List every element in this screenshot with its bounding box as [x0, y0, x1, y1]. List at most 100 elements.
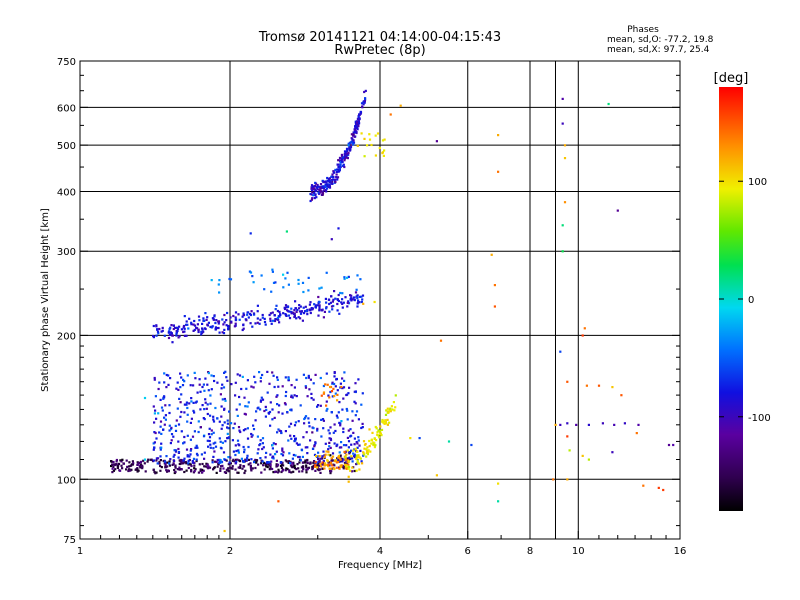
- echo-point: [271, 444, 274, 447]
- echo-point: [193, 319, 196, 323]
- echo-point: [289, 462, 292, 465]
- echo-point: [330, 295, 333, 298]
- echo-point: [168, 333, 171, 336]
- echo-point: [242, 460, 245, 463]
- echo-point: [269, 401, 272, 404]
- echo-point: [305, 431, 308, 434]
- echo-point: [328, 298, 331, 301]
- echo-point: [319, 471, 322, 474]
- echo-point: [232, 427, 235, 430]
- echo-point: [182, 378, 185, 381]
- echo-point: [350, 455, 353, 458]
- echo-point: [303, 417, 306, 421]
- echo-point: [327, 429, 330, 432]
- echo-point: [203, 457, 206, 460]
- echo-point: [165, 469, 168, 472]
- echo-point: [341, 292, 344, 295]
- echo-point: [196, 391, 199, 394]
- echo-point: [280, 466, 283, 470]
- echo-point: [358, 122, 361, 125]
- echo-point: [345, 450, 348, 453]
- echo-point: [212, 418, 215, 421]
- echo-point: [561, 250, 564, 253]
- echo-point: [112, 465, 115, 468]
- echo-point: [322, 185, 325, 188]
- echo-point: [254, 458, 257, 461]
- echo-point: [297, 467, 300, 470]
- echo-point: [192, 384, 195, 387]
- echo-point: [234, 462, 237, 465]
- echo-point: [225, 376, 228, 379]
- echo-point: [295, 317, 298, 320]
- echo-point: [363, 155, 366, 158]
- echo-point: [161, 329, 164, 332]
- echo-point: [281, 412, 284, 415]
- echo-point: [330, 182, 333, 185]
- echo-point: [247, 311, 250, 314]
- echo-point: [321, 461, 324, 464]
- echo-point: [234, 311, 238, 314]
- echo-point: [150, 458, 153, 461]
- echo-point: [333, 460, 336, 463]
- echo-point: [139, 460, 143, 463]
- echo-point: [339, 291, 342, 295]
- echo-point: [269, 424, 272, 427]
- echo-point: [195, 459, 198, 463]
- echo-point: [212, 318, 215, 321]
- echo-point: [278, 404, 281, 407]
- echo-point: [250, 432, 253, 436]
- echo-point: [299, 459, 302, 462]
- echo-point: [227, 427, 230, 430]
- echo-point: [176, 407, 179, 410]
- echo-point: [199, 468, 202, 471]
- echo-point: [121, 458, 124, 461]
- echo-point: [348, 456, 351, 459]
- echo-point: [249, 466, 252, 469]
- echo-point: [171, 341, 174, 344]
- echo-point: [337, 170, 340, 173]
- echo-point: [158, 431, 161, 434]
- echo-point: [334, 429, 337, 433]
- echo-point: [202, 383, 205, 386]
- echo-point: [331, 464, 334, 467]
- echo-point: [219, 393, 222, 396]
- echo-point: [347, 302, 351, 305]
- echo-point: [221, 398, 224, 401]
- echo-point: [201, 471, 204, 474]
- echo-point: [221, 318, 224, 321]
- echo-point: [218, 279, 221, 282]
- echo-point: [212, 375, 215, 378]
- echo-point: [321, 190, 324, 193]
- chart-subtitle: RwPretec (8p): [334, 43, 425, 58]
- echo-point: [277, 411, 280, 414]
- echo-point: [347, 440, 351, 443]
- echo-point: [318, 300, 321, 304]
- echo-point: [211, 317, 214, 320]
- echo-point: [322, 459, 325, 462]
- echo-point: [338, 421, 341, 424]
- echo-point: [352, 131, 355, 134]
- echo-point: [246, 405, 249, 408]
- echo-point: [347, 467, 350, 470]
- echo-point: [349, 145, 353, 148]
- echo-point: [335, 459, 338, 462]
- echo-point: [154, 409, 157, 412]
- echo-point: [311, 447, 315, 450]
- echo-point: [176, 468, 179, 471]
- echo-point: [347, 465, 351, 469]
- echo-point: [178, 459, 181, 462]
- echo-point: [348, 386, 351, 389]
- echo-point: [349, 435, 352, 438]
- echo-point: [336, 443, 339, 446]
- echo-point: [583, 327, 586, 330]
- echo-point: [318, 287, 321, 290]
- echo-point: [220, 461, 223, 464]
- echo-point: [344, 156, 348, 159]
- echo-point: [170, 439, 173, 442]
- echo-point: [497, 482, 500, 485]
- echo-point: [287, 283, 290, 286]
- echo-point: [292, 453, 295, 457]
- echo-point: [111, 467, 114, 470]
- echo-point: [335, 414, 338, 417]
